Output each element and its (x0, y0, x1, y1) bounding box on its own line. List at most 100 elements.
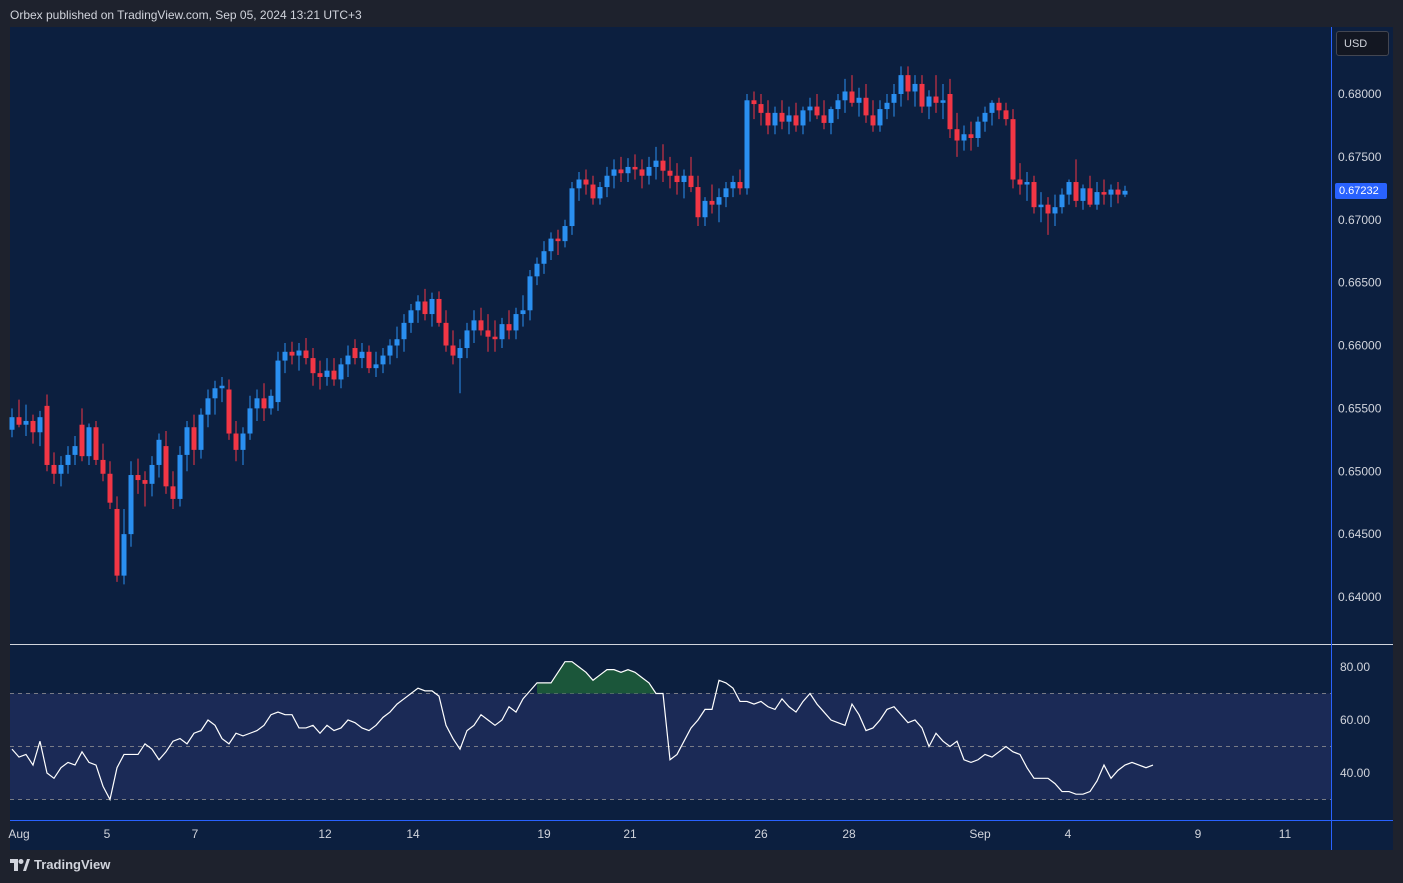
price-tick-label: 0.64500 (1338, 527, 1382, 541)
time-tick-label: 21 (623, 827, 637, 841)
candle-body (415, 301, 421, 311)
candle (947, 78, 953, 139)
candle-body (478, 320, 484, 331)
candle (1038, 192, 1044, 223)
candle (100, 443, 106, 482)
candle (1010, 109, 1016, 189)
candle (975, 116, 981, 147)
candle (317, 360, 323, 390)
candle-body (247, 408, 253, 434)
candle (723, 182, 729, 208)
candle-body (716, 197, 722, 205)
candle-body (954, 129, 960, 141)
candle-body (632, 166, 638, 170)
candle (422, 288, 428, 321)
currency-button[interactable]: USD (1336, 31, 1389, 56)
candle (198, 408, 204, 459)
candle (870, 100, 876, 132)
candle (527, 270, 533, 321)
rsi-tick-label: 80.00 (1340, 660, 1370, 674)
candle (688, 156, 694, 193)
candle (786, 106, 792, 135)
candle-body (1108, 189, 1114, 195)
candle (555, 229, 561, 255)
candle-body (464, 330, 470, 349)
candle-body (324, 370, 330, 377)
candle-body (1017, 179, 1023, 185)
candle-body (499, 324, 505, 340)
candle (800, 106, 806, 135)
candle-body (779, 112, 785, 122)
candle-body (1101, 192, 1107, 195)
time-tick-label: 11 (1279, 827, 1292, 841)
candle-body (800, 110, 806, 126)
candle-body (58, 464, 64, 474)
candle (982, 106, 988, 132)
candle-body (380, 355, 386, 365)
candle (205, 389, 211, 428)
candle-body (1024, 182, 1030, 185)
candle-body (709, 200, 715, 205)
time-tick-label: Sep (969, 827, 991, 841)
candle (828, 106, 834, 135)
candle-body (149, 464, 155, 484)
rsi-band-background (10, 693, 1331, 800)
candle-body (548, 238, 554, 252)
candle (30, 414, 36, 444)
candle-body (240, 433, 246, 450)
candle-body (758, 104, 764, 113)
tradingview-logo[interactable]: TradingView (10, 857, 110, 872)
candle-body (254, 398, 260, 409)
candle-body (541, 251, 547, 264)
rsi-tick-label: 40.00 (1340, 766, 1370, 780)
candle-body (331, 370, 337, 380)
candle (345, 345, 351, 377)
candle (373, 351, 379, 377)
candle-body (394, 339, 400, 346)
price-tick-label: 0.65000 (1338, 464, 1382, 478)
candle (667, 156, 673, 189)
candle-body (114, 508, 120, 576)
candle (541, 241, 547, 274)
candle (1122, 185, 1128, 198)
candle (233, 420, 239, 462)
candle (289, 341, 295, 365)
candle-body (219, 385, 225, 389)
price-tick-label: 0.67000 (1338, 213, 1382, 227)
time-tick-label: 26 (754, 827, 768, 841)
candle-body (30, 420, 36, 433)
candle-body (1080, 188, 1086, 201)
candle-body (443, 322, 449, 346)
candle-body (912, 83, 918, 92)
candle-body (184, 427, 190, 455)
candle (1059, 188, 1065, 214)
candle (548, 232, 554, 260)
candle-body (513, 314, 519, 331)
candle (793, 102, 799, 132)
candle-body (534, 263, 540, 277)
candle-body (317, 373, 323, 377)
candle (450, 330, 456, 365)
price-tick-label: 0.67500 (1338, 150, 1382, 164)
candle-body (884, 102, 890, 110)
candle (394, 326, 400, 359)
candle (44, 394, 50, 472)
candle-body (583, 179, 589, 185)
candle-body (891, 94, 897, 103)
candle (492, 320, 498, 352)
candle (485, 314, 491, 352)
candle-body (142, 480, 148, 484)
candle (191, 414, 197, 465)
candle (415, 295, 421, 323)
candle-body (1073, 182, 1079, 201)
candle (961, 125, 967, 151)
candle (107, 461, 113, 509)
candle-body (191, 427, 197, 450)
rsi-tick-label: 60.00 (1340, 713, 1370, 727)
candle (660, 144, 666, 183)
candle (1101, 179, 1107, 205)
candle (779, 100, 785, 130)
candle (765, 100, 771, 135)
candle (772, 106, 778, 135)
